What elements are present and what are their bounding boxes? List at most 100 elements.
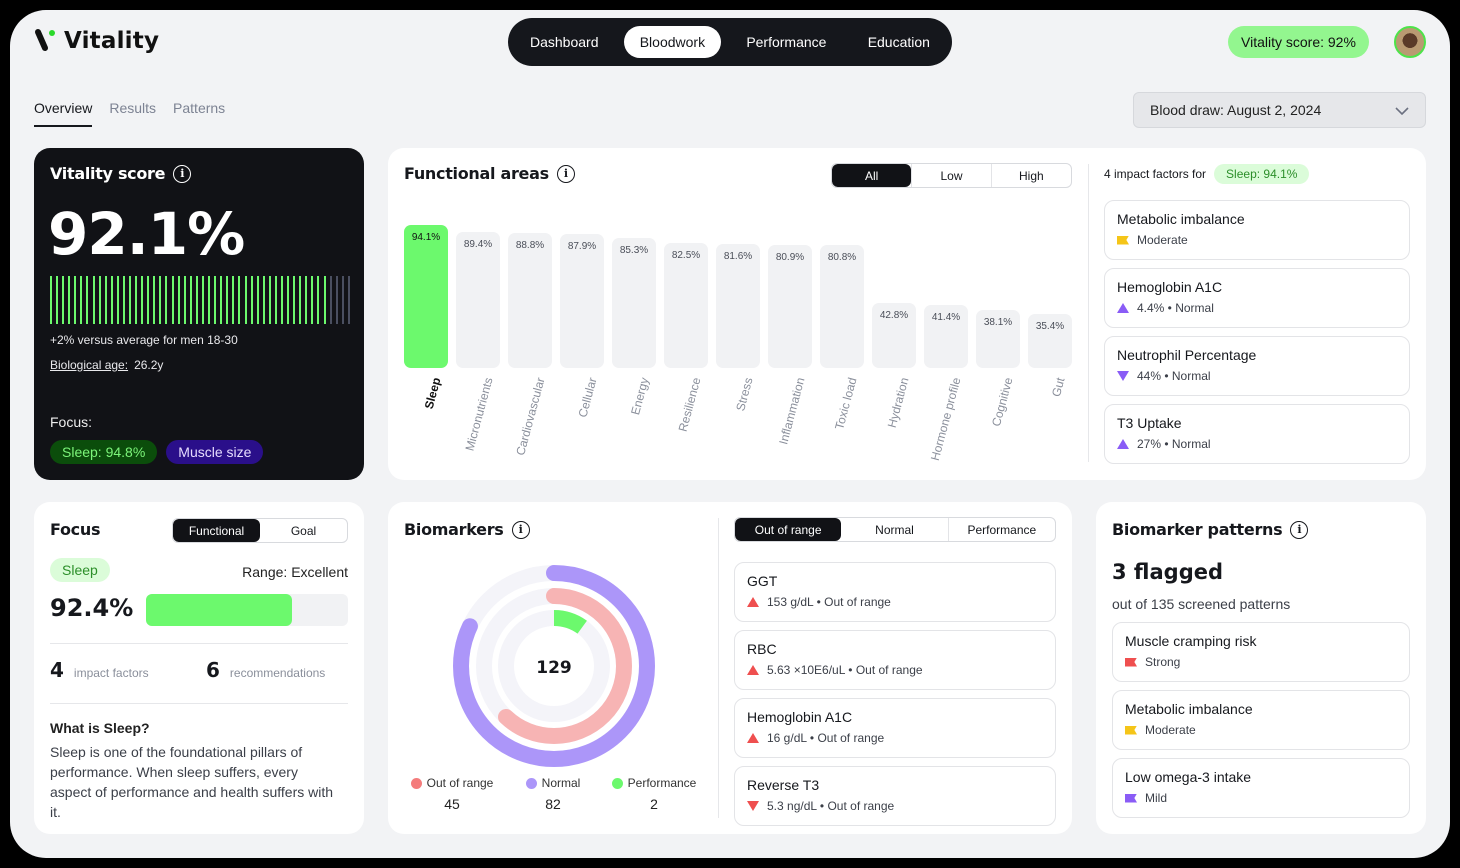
nav-dashboard[interactable]: Dashboard	[530, 34, 599, 50]
list-item[interactable]: RBC 5.63 ×10E6/uL • Out of range	[734, 630, 1056, 690]
filter-all[interactable]: All	[832, 164, 912, 187]
divider	[718, 518, 719, 818]
filter-performance[interactable]: Performance	[947, 518, 1055, 541]
avatar[interactable]	[1394, 26, 1426, 58]
bar-category-label: Hydration	[872, 374, 916, 464]
item-detail: 16 g/dL • Out of range	[747, 731, 1043, 745]
bar-value-label: 80.8%	[827, 252, 857, 264]
bar-gut[interactable]: 35.4%	[1028, 314, 1072, 368]
bar-cognitive[interactable]: 38.1%	[976, 310, 1020, 368]
tab-overview[interactable]: Overview	[34, 100, 93, 127]
arrow-up-icon	[747, 733, 759, 743]
info-icon[interactable]: i	[556, 164, 575, 183]
bar-resilience[interactable]: 82.5%	[664, 242, 708, 368]
info-icon[interactable]: i	[1290, 520, 1309, 539]
nav-education[interactable]: Education	[867, 34, 930, 50]
bar-sleep[interactable]: 94.1%	[404, 224, 448, 368]
list-item[interactable]: Neutrophil Percentage 44% • Normal	[1104, 336, 1410, 396]
ring-performance[interactable]	[498, 610, 610, 722]
info-icon[interactable]: i	[511, 520, 530, 539]
bar-micronutrients[interactable]: 89.4%	[456, 232, 500, 368]
focus-pill-muscle-size[interactable]: Muscle size	[166, 440, 264, 464]
meter-tick	[92, 276, 95, 324]
logo[interactable]: Vitality	[34, 28, 159, 54]
arrow-up-icon	[747, 665, 759, 675]
functional-areas-card: Functional areas i All Low High 94.1% Sle…	[388, 148, 1426, 480]
item-detail: 153 g/dL • Out of range	[747, 595, 1043, 609]
meter-tick	[238, 276, 241, 324]
item-detail-text: Moderate	[1137, 233, 1188, 247]
bar-value-label: 42.8%	[879, 309, 909, 321]
range-text: Range: Excellent	[242, 564, 348, 580]
filter-out-of-range[interactable]: Out of range	[735, 518, 842, 541]
legend-dot	[611, 777, 623, 789]
bar-inflammation[interactable]: 80.9%	[768, 245, 812, 368]
ring-normal[interactable]	[453, 565, 655, 767]
bar-value-label: 85.3%	[619, 245, 649, 257]
legend-performance: Performance 2	[604, 776, 704, 812]
list-item[interactable]: Hemoglobin A1C 16 g/dL • Out of range	[734, 698, 1056, 758]
meter-tick	[250, 276, 253, 324]
vitality-score-pill[interactable]: Vitality score: 92%	[1228, 26, 1369, 58]
bar-hormone-profile[interactable]: 41.4%	[924, 305, 968, 368]
vitality-score-meter	[50, 276, 350, 324]
legend-label: Out of range	[426, 776, 494, 790]
bar-cellular[interactable]: 87.9%	[560, 234, 604, 368]
focus-pill-sleep[interactable]: Sleep: 94.8%	[50, 440, 158, 464]
list-item[interactable]: Metabolic imbalance Moderate	[1104, 200, 1410, 260]
bar-energy[interactable]: 85.3%	[612, 238, 656, 368]
bar-hydration[interactable]: 42.8%	[872, 302, 916, 368]
list-item[interactable]: Hemoglobin A1C 4.4% • Normal	[1104, 268, 1410, 328]
list-item[interactable]: Muscle cramping risk Strong	[1112, 622, 1410, 682]
bar-category-label: Energy	[612, 374, 656, 464]
focus-pills: Sleep: 94.8% Muscle size	[50, 440, 264, 464]
divider	[50, 643, 348, 644]
list-item[interactable]: Metabolic imbalance Moderate	[1112, 690, 1410, 750]
bar-stress[interactable]: 81.6%	[716, 243, 760, 368]
functional-areas-chart: 94.1% Sleep 89.4% Micronutrients 88.8% Cardio…	[404, 204, 1072, 470]
list-item[interactable]: Reverse T3 5.3 ng/dL • Out of range	[734, 766, 1056, 826]
item-title: Low omega-3 intake	[1125, 769, 1252, 785]
list-item[interactable]: GGT 153 g/dL • Out of range	[734, 562, 1056, 622]
bar-category-label: Hormone profile	[924, 374, 968, 464]
meter-tick	[62, 276, 65, 324]
toggle-goal[interactable]: Goal	[290, 523, 317, 538]
recommendations-stat[interactable]: 6 recommendations	[206, 658, 325, 682]
arrow-up-icon	[1117, 439, 1129, 449]
tab-results[interactable]: Results	[109, 100, 157, 116]
meter-tick	[305, 276, 308, 324]
ring-out-of-range[interactable]	[476, 588, 632, 744]
impact-factors-stat[interactable]: 4 impact factors	[50, 658, 149, 682]
filter-normal[interactable]: Normal	[875, 522, 914, 537]
category-text: Cellular	[575, 376, 600, 419]
bar-toxic-load[interactable]: 80.8%	[820, 245, 864, 368]
meter-tick	[293, 276, 296, 324]
filter-high[interactable]: High	[990, 164, 1071, 187]
chevron-down-icon	[1395, 102, 1409, 118]
item-detail-text: 4.4% • Normal	[1137, 301, 1214, 315]
meter-tick	[341, 276, 344, 324]
bar-value-label: 88.8%	[515, 240, 545, 252]
focus-title: Focus	[50, 520, 101, 539]
info-icon[interactable]: i	[173, 164, 192, 183]
item-title: Hemoglobin A1C	[1117, 279, 1223, 295]
list-item[interactable]: Low omega-3 intake Mild	[1112, 758, 1410, 818]
nav-performance[interactable]: Performance	[746, 34, 827, 50]
legend-dot	[525, 777, 537, 789]
bar-cardiovascular[interactable]: 88.8%	[508, 233, 552, 368]
focus-progress-bar	[146, 594, 348, 626]
meter-tick	[56, 276, 59, 324]
list-item[interactable]: T3 Uptake 27% • Normal	[1104, 404, 1410, 464]
screened-text: out of 135 screened patterns	[1112, 596, 1291, 612]
blood-draw-select[interactable]: Blood draw: August 2, 2024	[1133, 92, 1426, 128]
blood-draw-value: Blood draw: August 2, 2024	[1150, 102, 1322, 118]
recommendations-label: recommendations	[229, 666, 326, 680]
item-title: RBC	[747, 641, 777, 657]
tab-patterns[interactable]: Patterns	[173, 100, 226, 116]
nav-bloodwork[interactable]: Bloodwork	[623, 26, 722, 58]
toggle-functional[interactable]: Functional	[173, 519, 260, 542]
meter-tick	[299, 276, 302, 324]
filter-low[interactable]: Low	[911, 164, 990, 187]
biological-age-label[interactable]: Biological age:	[50, 358, 129, 372]
item-detail-text: 5.3 ng/dL • Out of range	[767, 799, 895, 813]
